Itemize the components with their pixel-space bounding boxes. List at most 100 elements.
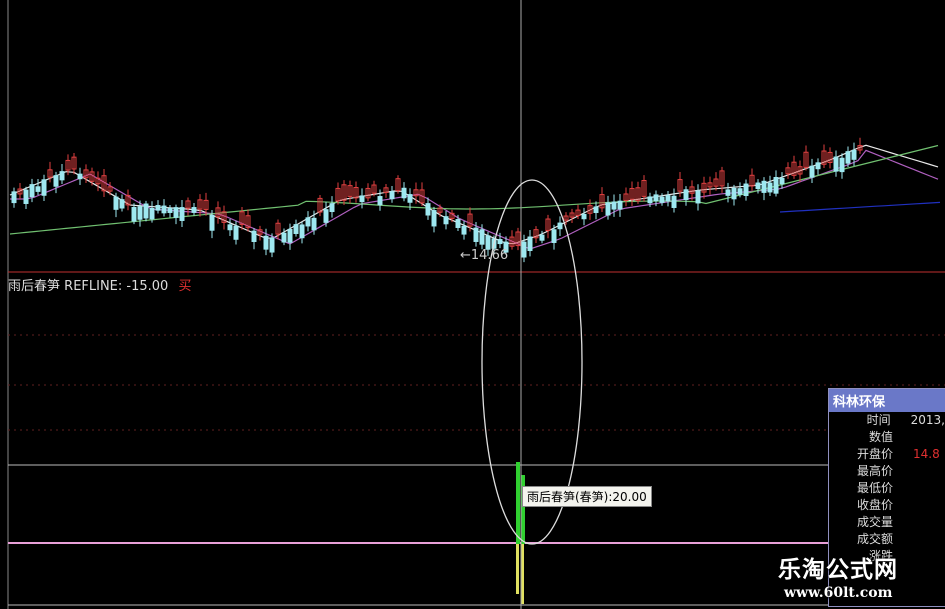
info-row: 数值 <box>829 429 945 446</box>
highlight-ellipse <box>481 179 583 545</box>
candle <box>353 187 359 199</box>
watermark-url: www.60lt.com <box>784 585 893 601</box>
indicator-name: 雨后春笋 <box>8 279 61 294</box>
candle <box>275 222 281 235</box>
candle <box>173 207 179 218</box>
candle <box>83 169 89 179</box>
candle <box>161 205 167 214</box>
candle <box>641 179 647 197</box>
candle <box>785 167 791 175</box>
candle <box>329 203 335 213</box>
candle <box>695 190 701 204</box>
candle <box>767 182 773 193</box>
candle <box>323 209 329 223</box>
candle <box>671 195 677 208</box>
candle <box>665 195 671 202</box>
candle <box>455 219 461 228</box>
info-panel-title[interactable]: 科林环保 <box>829 389 945 412</box>
ma-line-green <box>9 144 939 235</box>
candle <box>677 179 683 192</box>
candle <box>131 207 137 222</box>
candle <box>833 156 839 172</box>
candle <box>269 237 275 253</box>
candle <box>827 151 833 164</box>
candle <box>611 201 617 210</box>
candle <box>761 180 767 193</box>
candle <box>617 200 623 210</box>
candle <box>35 186 41 192</box>
candle <box>185 200 191 209</box>
info-label: 收盘价 <box>856 498 893 512</box>
candle <box>305 217 311 227</box>
signal-bar-neg <box>516 544 519 594</box>
value-tooltip: 雨后春笋(春笋):20.00 <box>522 486 652 507</box>
candle <box>203 199 209 210</box>
candle <box>791 161 797 176</box>
info-row: 成交量 <box>829 514 945 531</box>
ma-line-blue <box>779 201 941 213</box>
candle <box>293 224 299 234</box>
info-label: 涨跌 <box>868 549 893 563</box>
candle <box>179 207 185 221</box>
candle <box>47 169 53 178</box>
info-label: 成交量 <box>856 515 893 529</box>
candle <box>803 151 809 168</box>
candle <box>569 212 575 218</box>
info-label: 成交额 <box>856 532 893 546</box>
signal-bar <box>521 475 525 544</box>
candle <box>575 209 581 217</box>
candle <box>623 193 629 201</box>
signal-bars <box>516 462 525 604</box>
candle <box>101 175 107 192</box>
candle <box>503 241 509 253</box>
candle <box>389 191 395 200</box>
candle <box>149 207 155 220</box>
candle <box>797 166 803 175</box>
candle <box>335 187 341 202</box>
candle <box>449 212 455 219</box>
candle <box>839 157 845 173</box>
candle <box>653 194 659 202</box>
signal-bar <box>516 462 520 544</box>
candle <box>539 234 545 241</box>
candle <box>599 194 605 209</box>
candle <box>65 159 71 171</box>
candle <box>545 218 551 231</box>
candle <box>77 173 83 180</box>
candle <box>239 211 245 225</box>
candle <box>383 187 389 193</box>
info-label: 开盘价 <box>856 447 893 461</box>
candle <box>95 177 101 185</box>
candle <box>551 229 557 243</box>
candle <box>515 231 521 247</box>
low-price-marker: ←14.66 <box>460 248 509 263</box>
candle <box>341 184 347 201</box>
info-value: 2013, <box>910 413 945 427</box>
candle <box>755 182 761 190</box>
candle <box>251 230 257 243</box>
candle <box>11 191 17 204</box>
candle <box>257 229 263 235</box>
info-label: 数值 <box>868 430 893 444</box>
candle <box>311 217 317 231</box>
candle <box>497 239 503 245</box>
candle <box>407 194 413 203</box>
candle <box>359 195 365 203</box>
candle <box>431 210 437 227</box>
candle <box>593 206 599 214</box>
candle <box>245 215 251 229</box>
candle <box>113 196 119 210</box>
candle <box>587 205 593 214</box>
candle <box>845 151 851 164</box>
candle <box>227 224 233 231</box>
watermark: 乐淘公式网 www.60lt.com <box>778 556 898 602</box>
candle <box>371 184 377 194</box>
candle <box>557 222 563 230</box>
candle <box>167 207 173 213</box>
candle <box>683 189 689 201</box>
candle <box>629 188 635 200</box>
candle <box>59 171 65 181</box>
candle <box>233 225 239 240</box>
candle <box>143 203 149 219</box>
